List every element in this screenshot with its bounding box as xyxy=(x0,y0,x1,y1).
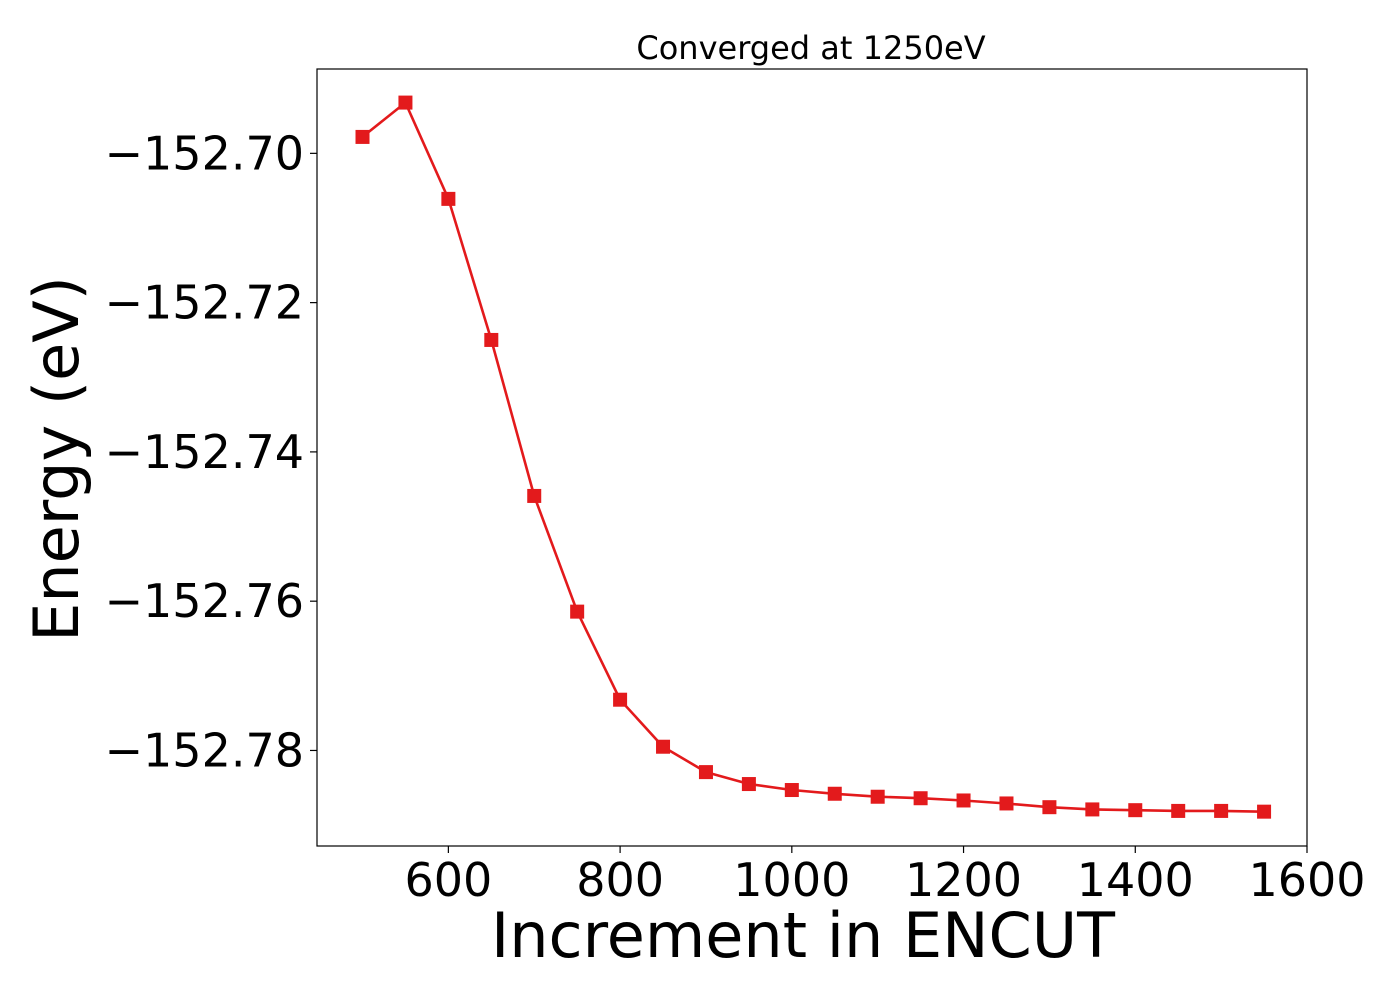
data-point-marker xyxy=(527,488,542,503)
x-tick-label: 1600 xyxy=(1248,853,1365,907)
y-axis-label: Energy (eV) xyxy=(20,276,93,642)
data-point-marker xyxy=(1257,804,1272,819)
chart-title: Converged at 1250eV xyxy=(636,29,985,67)
data-point-marker xyxy=(570,604,585,619)
data-point-marker xyxy=(999,796,1014,811)
series-line xyxy=(361,101,1265,813)
data-point-marker xyxy=(1085,802,1100,817)
x-tick-label: 1200 xyxy=(905,853,1022,907)
data-point-marker xyxy=(441,191,456,206)
y-axis: −152.70 −152.72 −152.74 −152.76 −152.78 xyxy=(105,126,317,777)
data-point-marker xyxy=(484,332,499,347)
x-axis-label: Increment in ENCUT xyxy=(491,899,1116,972)
data-point-marker xyxy=(784,783,799,798)
y-tick-label: −152.78 xyxy=(105,723,305,777)
data-point-marker xyxy=(827,786,842,801)
data-point-marker xyxy=(698,765,713,780)
data-point-marker xyxy=(870,789,885,804)
series-layer xyxy=(355,95,1272,819)
data-point-marker xyxy=(1171,803,1186,818)
x-tick-label: 800 xyxy=(576,853,664,907)
data-point-marker xyxy=(656,739,671,754)
y-tick-label: −152.70 xyxy=(105,126,305,180)
data-point-marker xyxy=(613,692,628,707)
data-point-marker xyxy=(956,793,971,808)
data-point-marker xyxy=(1128,803,1143,818)
plot-area xyxy=(316,68,1308,847)
x-tick-label: 600 xyxy=(404,853,492,907)
y-tick-label: −152.72 xyxy=(105,276,305,330)
x-axis: 600 800 1000 1200 1400 1600 xyxy=(404,846,1366,907)
data-point-marker xyxy=(398,95,413,110)
x-tick-label: 1000 xyxy=(733,853,850,907)
data-point-marker xyxy=(355,129,370,144)
data-point-marker xyxy=(741,777,756,792)
data-point-marker xyxy=(913,791,928,806)
data-point-marker xyxy=(1214,803,1229,818)
y-tick-label: −152.74 xyxy=(105,425,305,479)
y-tick-label: −152.76 xyxy=(105,574,305,628)
data-point-marker xyxy=(1042,800,1057,815)
x-tick-label: 1400 xyxy=(1077,853,1194,907)
